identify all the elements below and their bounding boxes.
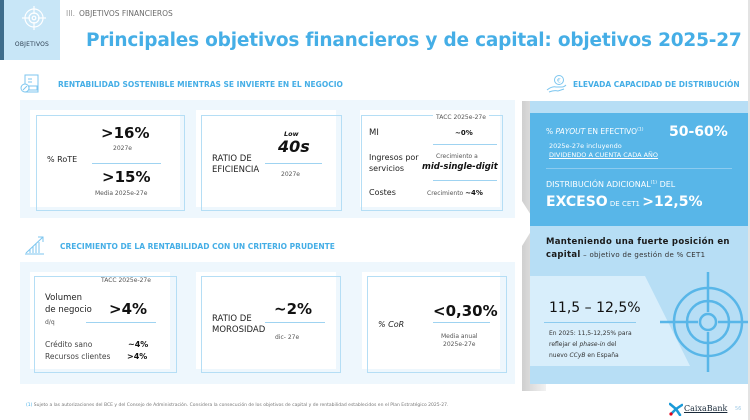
- volume-client-funds-value: >4%: [127, 352, 148, 361]
- interim-dividend-link[interactable]: DIVIDENDO A CUENTA CADA AÑO: [549, 151, 659, 159]
- growth-divider-1: [433, 144, 497, 145]
- growth-services-value-line2: mid-single-digit: [422, 162, 498, 172]
- growth-heading: CRECIMIENTO DE LA RENTABILIDAD CON UN CR…: [60, 242, 335, 251]
- breadcrumb: III. OBJETIVOS FINANCIEROS: [66, 9, 173, 18]
- cor-value: <0,30%: [433, 302, 498, 320]
- cor-divider: [433, 322, 490, 323]
- capital-note: En 2025: 11,5-12,25% para reflejar el ph…: [549, 330, 632, 359]
- volume-header: TACC 2025e-27e: [98, 277, 154, 284]
- excess-cet1: EXCESO DE CET1 >12,5%: [546, 194, 703, 210]
- svg-text:€: €: [557, 78, 561, 85]
- page-number: 56: [735, 406, 742, 412]
- sidebar-tab-label: OBJETIVOS: [14, 41, 50, 48]
- volume-label-sub: d/q: [45, 319, 55, 326]
- rote-card: [30, 110, 180, 207]
- efficiency-divider: [265, 163, 322, 164]
- footnote: (1) Sujeto a las autorizaciones del BCE …: [26, 403, 449, 408]
- growth-services-value-line1: Crecimiento a: [436, 153, 478, 160]
- efficiency-card: [196, 110, 336, 207]
- distribution-top-strip: [530, 101, 748, 113]
- payout-label: % PAYOUT EN EFECTIVO(1): [546, 127, 644, 136]
- npl-value: ~2%: [274, 300, 313, 318]
- extra-distribution-label: DISTRIBUCIÓN ADICIONAL(1) DEL: [546, 180, 676, 189]
- brand-logo: CaixaBank: [684, 404, 728, 413]
- payout-value: 50-60%: [669, 124, 728, 140]
- rote-sub-2027: 2027e: [113, 145, 132, 152]
- volume-healthy-credit-label: Crédito sano: [45, 340, 93, 349]
- volume-card: [30, 272, 170, 369]
- capital-heading: Manteniendo una fuerte posición en capit…: [546, 237, 730, 260]
- section-name: OBJETIVOS FINANCIEROS: [79, 9, 173, 18]
- distribution-heading: ELEVADA CAPACIDAD DE DISTRIBUCIÓN: [573, 80, 740, 89]
- hand-coin-icon: €: [546, 75, 567, 93]
- caixabank-star-logo: [669, 402, 683, 416]
- capital-inner-panel: [530, 276, 690, 366]
- npl-label: RATIO DE MOROSIDAD: [212, 314, 266, 335]
- volume-client-funds-label: Recursos clientes: [45, 352, 111, 361]
- growth-costs-value: Crecimiento ~4%: [427, 189, 483, 197]
- sidebar-tab-objetivos[interactable]: OBJETIVOS: [0, 0, 60, 60]
- growth-card: [360, 110, 500, 207]
- rote-divider: [92, 163, 161, 164]
- payout-note-line1: 2025e-27e incluyendo: [549, 142, 622, 150]
- growth-costs-label: Costes: [369, 188, 396, 197]
- distribution-divider: [546, 168, 732, 169]
- cor-card-border: [367, 276, 507, 373]
- efficiency-prefix: Low: [284, 130, 299, 138]
- efficiency-label: RATIO DE EFICIENCIA: [212, 154, 260, 175]
- page-title: Principales objetivos financieros y de c…: [86, 30, 742, 51]
- section-number: III.: [66, 9, 76, 18]
- npl-sub: dic- 27e: [275, 334, 300, 341]
- growth-chart-icon: [25, 236, 44, 255]
- npl-card-border: [201, 276, 341, 373]
- volume-value: >4%: [109, 300, 148, 318]
- growth-header: TACC 2025e-27e: [433, 114, 489, 121]
- cor-sub: Media anual 2025e-27e: [441, 333, 478, 348]
- document-chart-icon: [20, 74, 39, 93]
- growth-divider-2: [433, 180, 497, 181]
- growth-mi-value: ~0%: [455, 129, 473, 137]
- capital-divider: [544, 322, 636, 323]
- capital-range: 11,5 – 12,5%: [549, 300, 641, 316]
- profitability-heading: RENTABILIDAD SOSTENIBLE MIENTRAS SE INVI…: [58, 80, 343, 89]
- efficiency-value: 40s: [278, 137, 310, 156]
- rote-label: % RoTE: [47, 155, 78, 164]
- growth-services-label: Ingresos por servicios: [369, 153, 419, 173]
- rote-value-average: >15%: [102, 168, 151, 186]
- efficiency-card-border: [201, 115, 342, 211]
- growth-mi-label: MI: [369, 128, 379, 138]
- right-edge-rule: [748, 0, 750, 420]
- growth-card-border: [361, 115, 503, 211]
- cor-label: % CoR: [378, 320, 405, 329]
- npl-divider: [265, 322, 325, 323]
- target-icon: [660, 272, 748, 372]
- rote-sub-average: Media 2025e-27e: [95, 190, 148, 197]
- volume-healthy-credit-value: ~4%: [128, 340, 149, 349]
- target-icon: [22, 6, 46, 30]
- npl-card: [196, 272, 336, 369]
- rote-card-border: [36, 115, 185, 211]
- efficiency-sub: 2027e: [281, 171, 300, 178]
- rote-value-2027: >16%: [101, 124, 150, 142]
- distribution-panel: [530, 113, 748, 226]
- volume-card-border: [34, 276, 177, 373]
- volume-label: Volumen de negocio: [45, 293, 92, 315]
- cor-card: [362, 272, 500, 369]
- volume-divider: [86, 322, 156, 323]
